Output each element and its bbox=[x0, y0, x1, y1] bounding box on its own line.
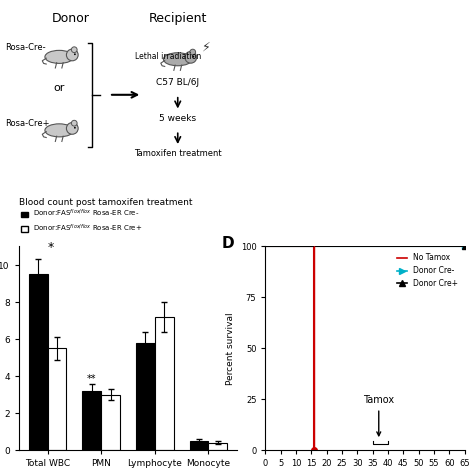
Text: **: ** bbox=[87, 374, 97, 383]
Circle shape bbox=[190, 49, 196, 55]
Bar bbox=[47, 348, 66, 450]
Circle shape bbox=[72, 47, 77, 53]
Text: or: or bbox=[54, 82, 65, 93]
Text: Blood count post tamoxifen treatment: Blood count post tamoxifen treatment bbox=[19, 198, 192, 207]
Y-axis label: Percent survival: Percent survival bbox=[226, 312, 235, 385]
Bar bbox=[209, 443, 227, 450]
Bar bbox=[136, 343, 155, 450]
Circle shape bbox=[66, 123, 78, 134]
Text: Donor: Donor bbox=[52, 12, 90, 25]
Text: *: * bbox=[47, 241, 54, 254]
Circle shape bbox=[74, 127, 76, 128]
Circle shape bbox=[72, 120, 77, 126]
Circle shape bbox=[74, 54, 76, 55]
Bar bbox=[190, 441, 209, 450]
Circle shape bbox=[66, 49, 78, 61]
Circle shape bbox=[192, 56, 194, 57]
Text: C57 BL/6J: C57 BL/6J bbox=[156, 78, 199, 87]
Text: Tamox: Tamox bbox=[363, 395, 394, 436]
Text: 5 weeks: 5 weeks bbox=[159, 114, 196, 123]
Text: Tamoxifen treatment: Tamoxifen treatment bbox=[134, 149, 221, 158]
Text: Recipient: Recipient bbox=[148, 12, 207, 25]
Text: Rosa-Cre-: Rosa-Cre- bbox=[5, 43, 46, 52]
Bar bbox=[155, 317, 173, 450]
Text: Lethal irradiation: Lethal irradiation bbox=[135, 53, 201, 61]
Text: D: D bbox=[222, 237, 234, 251]
Bar bbox=[101, 395, 120, 450]
Legend: No Tamox, Donor Cre-, Donor Cre+: No Tamox, Donor Cre-, Donor Cre+ bbox=[394, 250, 461, 291]
Text: Rosa-Cre+: Rosa-Cre+ bbox=[5, 119, 49, 128]
Bar bbox=[29, 274, 47, 450]
Legend: Donor:FAS$^{flox/flox}$ Rosa-ER Cre-, Donor:FAS$^{flox/flox}$ Rosa-ER Cre+: Donor:FAS$^{flox/flox}$ Rosa-ER Cre-, Do… bbox=[18, 205, 146, 237]
Text: ⚡: ⚡ bbox=[202, 41, 210, 54]
Circle shape bbox=[185, 52, 197, 63]
Ellipse shape bbox=[45, 50, 73, 64]
Ellipse shape bbox=[164, 53, 192, 66]
Bar bbox=[82, 391, 101, 450]
Ellipse shape bbox=[45, 124, 73, 137]
